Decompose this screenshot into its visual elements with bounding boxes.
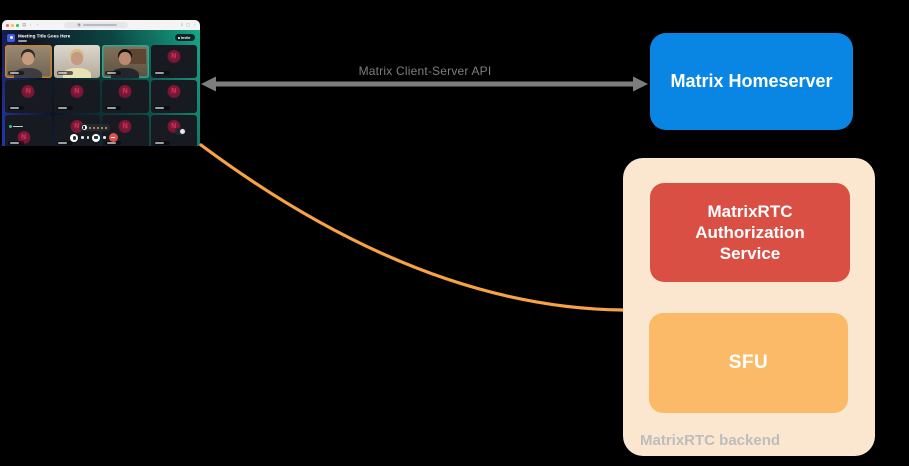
minimize-window-icon[interactable] xyxy=(11,23,14,27)
invite-button[interactable]: Invite xyxy=(175,34,195,41)
camera-button[interactable] xyxy=(92,133,101,142)
authorization-service-box: MatrixRTC Authorization Service xyxy=(650,183,850,282)
participant-avatar-tile[interactable]: N xyxy=(150,115,197,146)
participant-name-pill xyxy=(153,141,170,145)
participant-name-pill xyxy=(105,71,121,75)
page-dot xyxy=(100,126,103,129)
page-dot xyxy=(92,126,95,129)
page-dot xyxy=(88,126,91,129)
element-call-logo-icon xyxy=(7,33,15,42)
participant-torso xyxy=(111,68,140,78)
participant-name-pill xyxy=(8,141,24,145)
participant-avatar: N xyxy=(118,120,132,133)
page-dot xyxy=(96,126,99,129)
participant-torso xyxy=(14,68,43,78)
arrowhead-left-icon xyxy=(201,76,216,92)
participant-name-pill xyxy=(8,106,24,110)
participant-video-tile[interactable] xyxy=(53,45,100,78)
participant-avatar: N xyxy=(167,50,181,63)
url-text xyxy=(82,24,117,26)
zoom-window-icon[interactable] xyxy=(16,23,19,27)
control-separator-dot xyxy=(86,136,90,139)
back-icon[interactable]: ‹ xyxy=(29,22,32,28)
backend-group-label: MatrixRTC backend xyxy=(640,432,781,449)
participant-head xyxy=(119,52,132,65)
arrow-label: Matrix Client-Server API xyxy=(358,64,492,78)
matrix-homeserver-label: Matrix Homeserver xyxy=(670,71,833,91)
arrowhead-right-icon xyxy=(633,76,648,92)
participant-torso xyxy=(62,68,91,78)
download-icon[interactable]: ⇩ xyxy=(180,22,184,28)
mic-button[interactable] xyxy=(70,133,79,142)
person-icon xyxy=(178,36,180,39)
participant-avatar-tile[interactable]: N xyxy=(150,80,197,113)
page-dot xyxy=(104,126,107,129)
participant-name-pill xyxy=(105,106,121,110)
participant-avatar: N xyxy=(118,85,132,98)
participant-avatar-tile[interactable]: N xyxy=(53,80,100,113)
matrix-homeserver-box: Matrix Homeserver xyxy=(650,33,853,130)
participant-head xyxy=(70,52,83,65)
profile-icon[interactable]: ◻ xyxy=(186,22,190,28)
control-separator-dot xyxy=(103,136,106,139)
page-indicator[interactable] xyxy=(78,124,110,131)
sidebar-icon[interactable]: ▤ xyxy=(22,22,27,28)
control-separator-dot xyxy=(81,136,84,139)
participant-name-pill xyxy=(8,71,24,75)
participant-avatar-tile[interactable]: N xyxy=(5,115,52,146)
participant-avatar-tile[interactable]: N xyxy=(5,80,52,113)
end-call-button[interactable] xyxy=(108,133,118,142)
sfu-box: SFU xyxy=(649,313,848,413)
participant-avatar: N xyxy=(17,131,31,144)
participant-count xyxy=(18,39,27,42)
meeting-title: Meeting Title Goes Here xyxy=(18,33,71,39)
close-window-icon[interactable] xyxy=(6,23,9,27)
sfu-label: SFU xyxy=(728,352,769,373)
participant-avatar: N xyxy=(70,85,84,98)
reaction-widget[interactable] xyxy=(174,128,186,135)
participant-avatar-tile[interactable]: N xyxy=(150,45,197,78)
participant-head xyxy=(22,52,35,65)
presence-indicator xyxy=(9,125,23,128)
participant-video-tile[interactable] xyxy=(102,45,149,78)
participant-video-tile[interactable] xyxy=(5,45,52,78)
call-controls xyxy=(2,124,186,142)
participant-avatar: N xyxy=(167,85,181,98)
sfu-connection-curve xyxy=(199,143,625,312)
participant-avatar-tile[interactable]: N xyxy=(102,80,149,113)
shield-icon: ◉ xyxy=(76,22,81,28)
address-bar[interactable]: ◉ xyxy=(64,22,128,28)
participant-name-pill xyxy=(56,141,73,145)
participant-name-pill xyxy=(105,141,121,145)
participant-name-pill xyxy=(56,71,73,75)
forward-icon[interactable]: › xyxy=(36,22,39,28)
window-traffic-lights[interactable] xyxy=(6,23,19,27)
current-page-dot xyxy=(81,125,87,130)
participant-name-pill xyxy=(153,106,170,110)
call-app-window: ▤ ‹ › ◉ ⇩ ◻ ⋮ Meeting Title Goes Here xyxy=(2,20,200,146)
browser-chrome-bar: ▤ ‹ › ◉ ⇩ ◻ ⋮ xyxy=(2,20,200,30)
matrixrtc-backend-group: MatrixRTC Authorization Service SFU Matr… xyxy=(623,158,875,456)
authorization-service-label: MatrixRTC Authorization Service xyxy=(695,201,805,264)
participant-avatar: N xyxy=(21,85,35,98)
call-header: Meeting Title Goes Here Invite xyxy=(2,30,200,45)
menu-icon[interactable]: ⋮ xyxy=(192,22,197,28)
participant-name-pill xyxy=(153,71,170,75)
participant-name-pill xyxy=(56,106,73,110)
